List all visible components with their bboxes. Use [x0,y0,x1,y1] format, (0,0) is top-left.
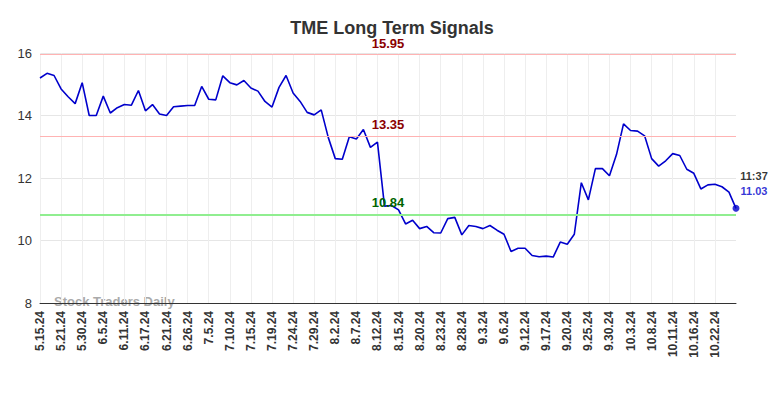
svg-text:9.25.24: 9.25.24 [581,311,595,351]
svg-text:7.10.24: 7.10.24 [223,311,237,351]
svg-text:6.5.24: 6.5.24 [96,311,110,345]
svg-text:8.2.24: 8.2.24 [328,311,342,345]
svg-text:Stock Traders Daily: Stock Traders Daily [54,294,175,309]
svg-text:7.24.24: 7.24.24 [286,311,300,351]
svg-text:11.03: 11.03 [741,185,768,197]
svg-text:8.23.24: 8.23.24 [434,311,448,351]
svg-text:TME Long Term Signals: TME Long Term Signals [290,18,494,38]
svg-text:9.12.24: 9.12.24 [518,311,532,351]
svg-text:11:37: 11:37 [740,170,768,182]
svg-text:10.11.24: 10.11.24 [666,311,680,357]
svg-text:15.95: 15.95 [371,35,405,51]
svg-text:7.15.24: 7.15.24 [244,311,258,351]
svg-text:13.35: 13.35 [372,117,405,132]
svg-text:5.15.24: 5.15.24 [33,311,47,351]
svg-text:6.26.24: 6.26.24 [181,311,195,351]
svg-text:9.20.24: 9.20.24 [560,311,574,351]
svg-text:9.3.24: 9.3.24 [476,311,490,345]
svg-text:5.21.24: 5.21.24 [54,311,68,351]
svg-text:10.8.24: 10.8.24 [645,311,659,351]
svg-text:6.21.24: 6.21.24 [160,311,174,351]
svg-text:7.19.24: 7.19.24 [265,311,279,351]
svg-text:9.17.24: 9.17.24 [539,311,553,351]
svg-text:10.3.24: 10.3.24 [624,311,638,351]
svg-text:10: 10 [18,233,32,248]
svg-text:6.11.24: 6.11.24 [117,311,131,351]
svg-text:8.12.24: 8.12.24 [370,311,384,351]
svg-text:14: 14 [18,108,32,123]
svg-text:8: 8 [25,296,32,311]
svg-text:6.17.24: 6.17.24 [138,311,152,351]
svg-text:9.30.24: 9.30.24 [602,311,616,351]
svg-text:16: 16 [18,46,32,61]
svg-text:10.16.24: 10.16.24 [687,311,701,358]
svg-text:8.28.24: 8.28.24 [455,311,469,351]
svg-text:12: 12 [18,171,32,186]
svg-text:5.30.24: 5.30.24 [75,311,89,351]
svg-text:8.20.24: 8.20.24 [413,311,427,351]
svg-text:8.15.24: 8.15.24 [392,311,406,351]
svg-text:7.29.24: 7.29.24 [307,311,321,351]
svg-text:10.22.24: 10.22.24 [708,311,722,358]
svg-text:7.5.24: 7.5.24 [202,311,216,345]
svg-text:10.84: 10.84 [372,195,405,210]
svg-text:8.7.24: 8.7.24 [349,311,363,345]
svg-text:9.6.24: 9.6.24 [497,311,511,345]
